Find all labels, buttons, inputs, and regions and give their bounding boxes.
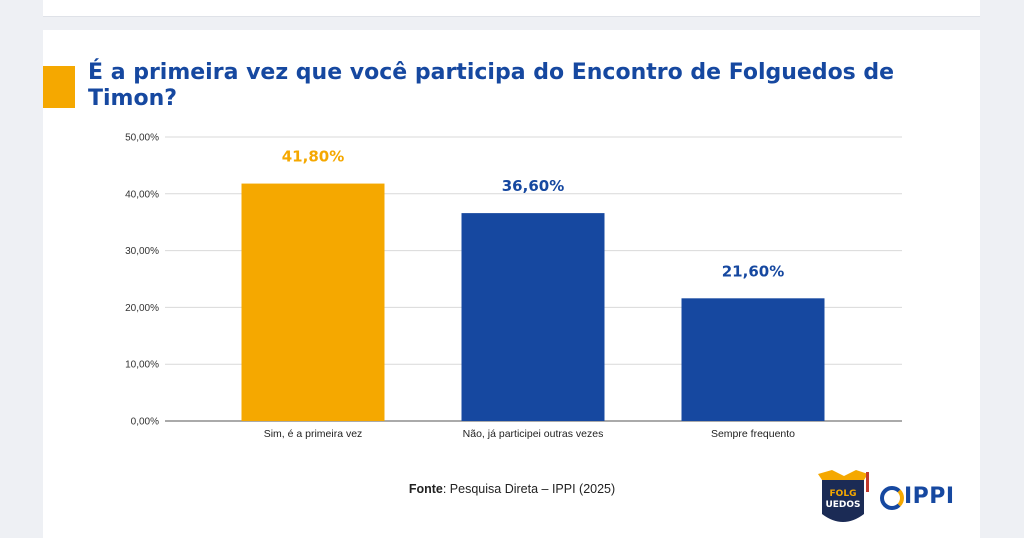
y-tick-label: 50,00% — [125, 133, 159, 144]
source-note: Fonte: Pesquisa Direta – IPPI (2025) — [0, 482, 1024, 496]
source-text: : Pesquisa Direta – IPPI (2025) — [442, 482, 616, 496]
ippi-logo: IPPI — [880, 482, 970, 522]
source-label: Fonte — [408, 482, 443, 496]
ippi-logo-text: IPPI — [904, 484, 955, 509]
svg-text:UEDOS: UEDOS — [825, 500, 860, 510]
y-tick-label: 0,00% — [131, 417, 159, 428]
bar — [681, 298, 825, 421]
folguedos-logo: FOLG UEDOS — [818, 470, 869, 522]
data-label: 41,80% — [282, 148, 344, 166]
bar — [461, 213, 605, 421]
previous-card — [43, 0, 980, 17]
data-label: 36,60% — [502, 177, 564, 195]
x-tick-label: Sempre frequento — [711, 428, 795, 440]
bar — [241, 183, 385, 421]
ippi-ring-icon — [880, 486, 904, 510]
y-tick-label: 10,00% — [125, 360, 159, 371]
y-tick-label: 30,00% — [125, 246, 159, 257]
x-tick-label: Sim, é a primeira vez — [264, 428, 363, 440]
x-tick-label: Não, já participei outras vezes — [463, 428, 604, 440]
data-label: 21,60% — [722, 262, 784, 280]
y-tick-label: 20,00% — [125, 303, 159, 314]
y-tick-label: 40,00% — [125, 189, 159, 200]
chart-title: É a primeira vez que você participa do E… — [88, 60, 895, 111]
title-accent-square — [43, 66, 75, 108]
svg-text:FOLG: FOLG — [830, 489, 857, 499]
